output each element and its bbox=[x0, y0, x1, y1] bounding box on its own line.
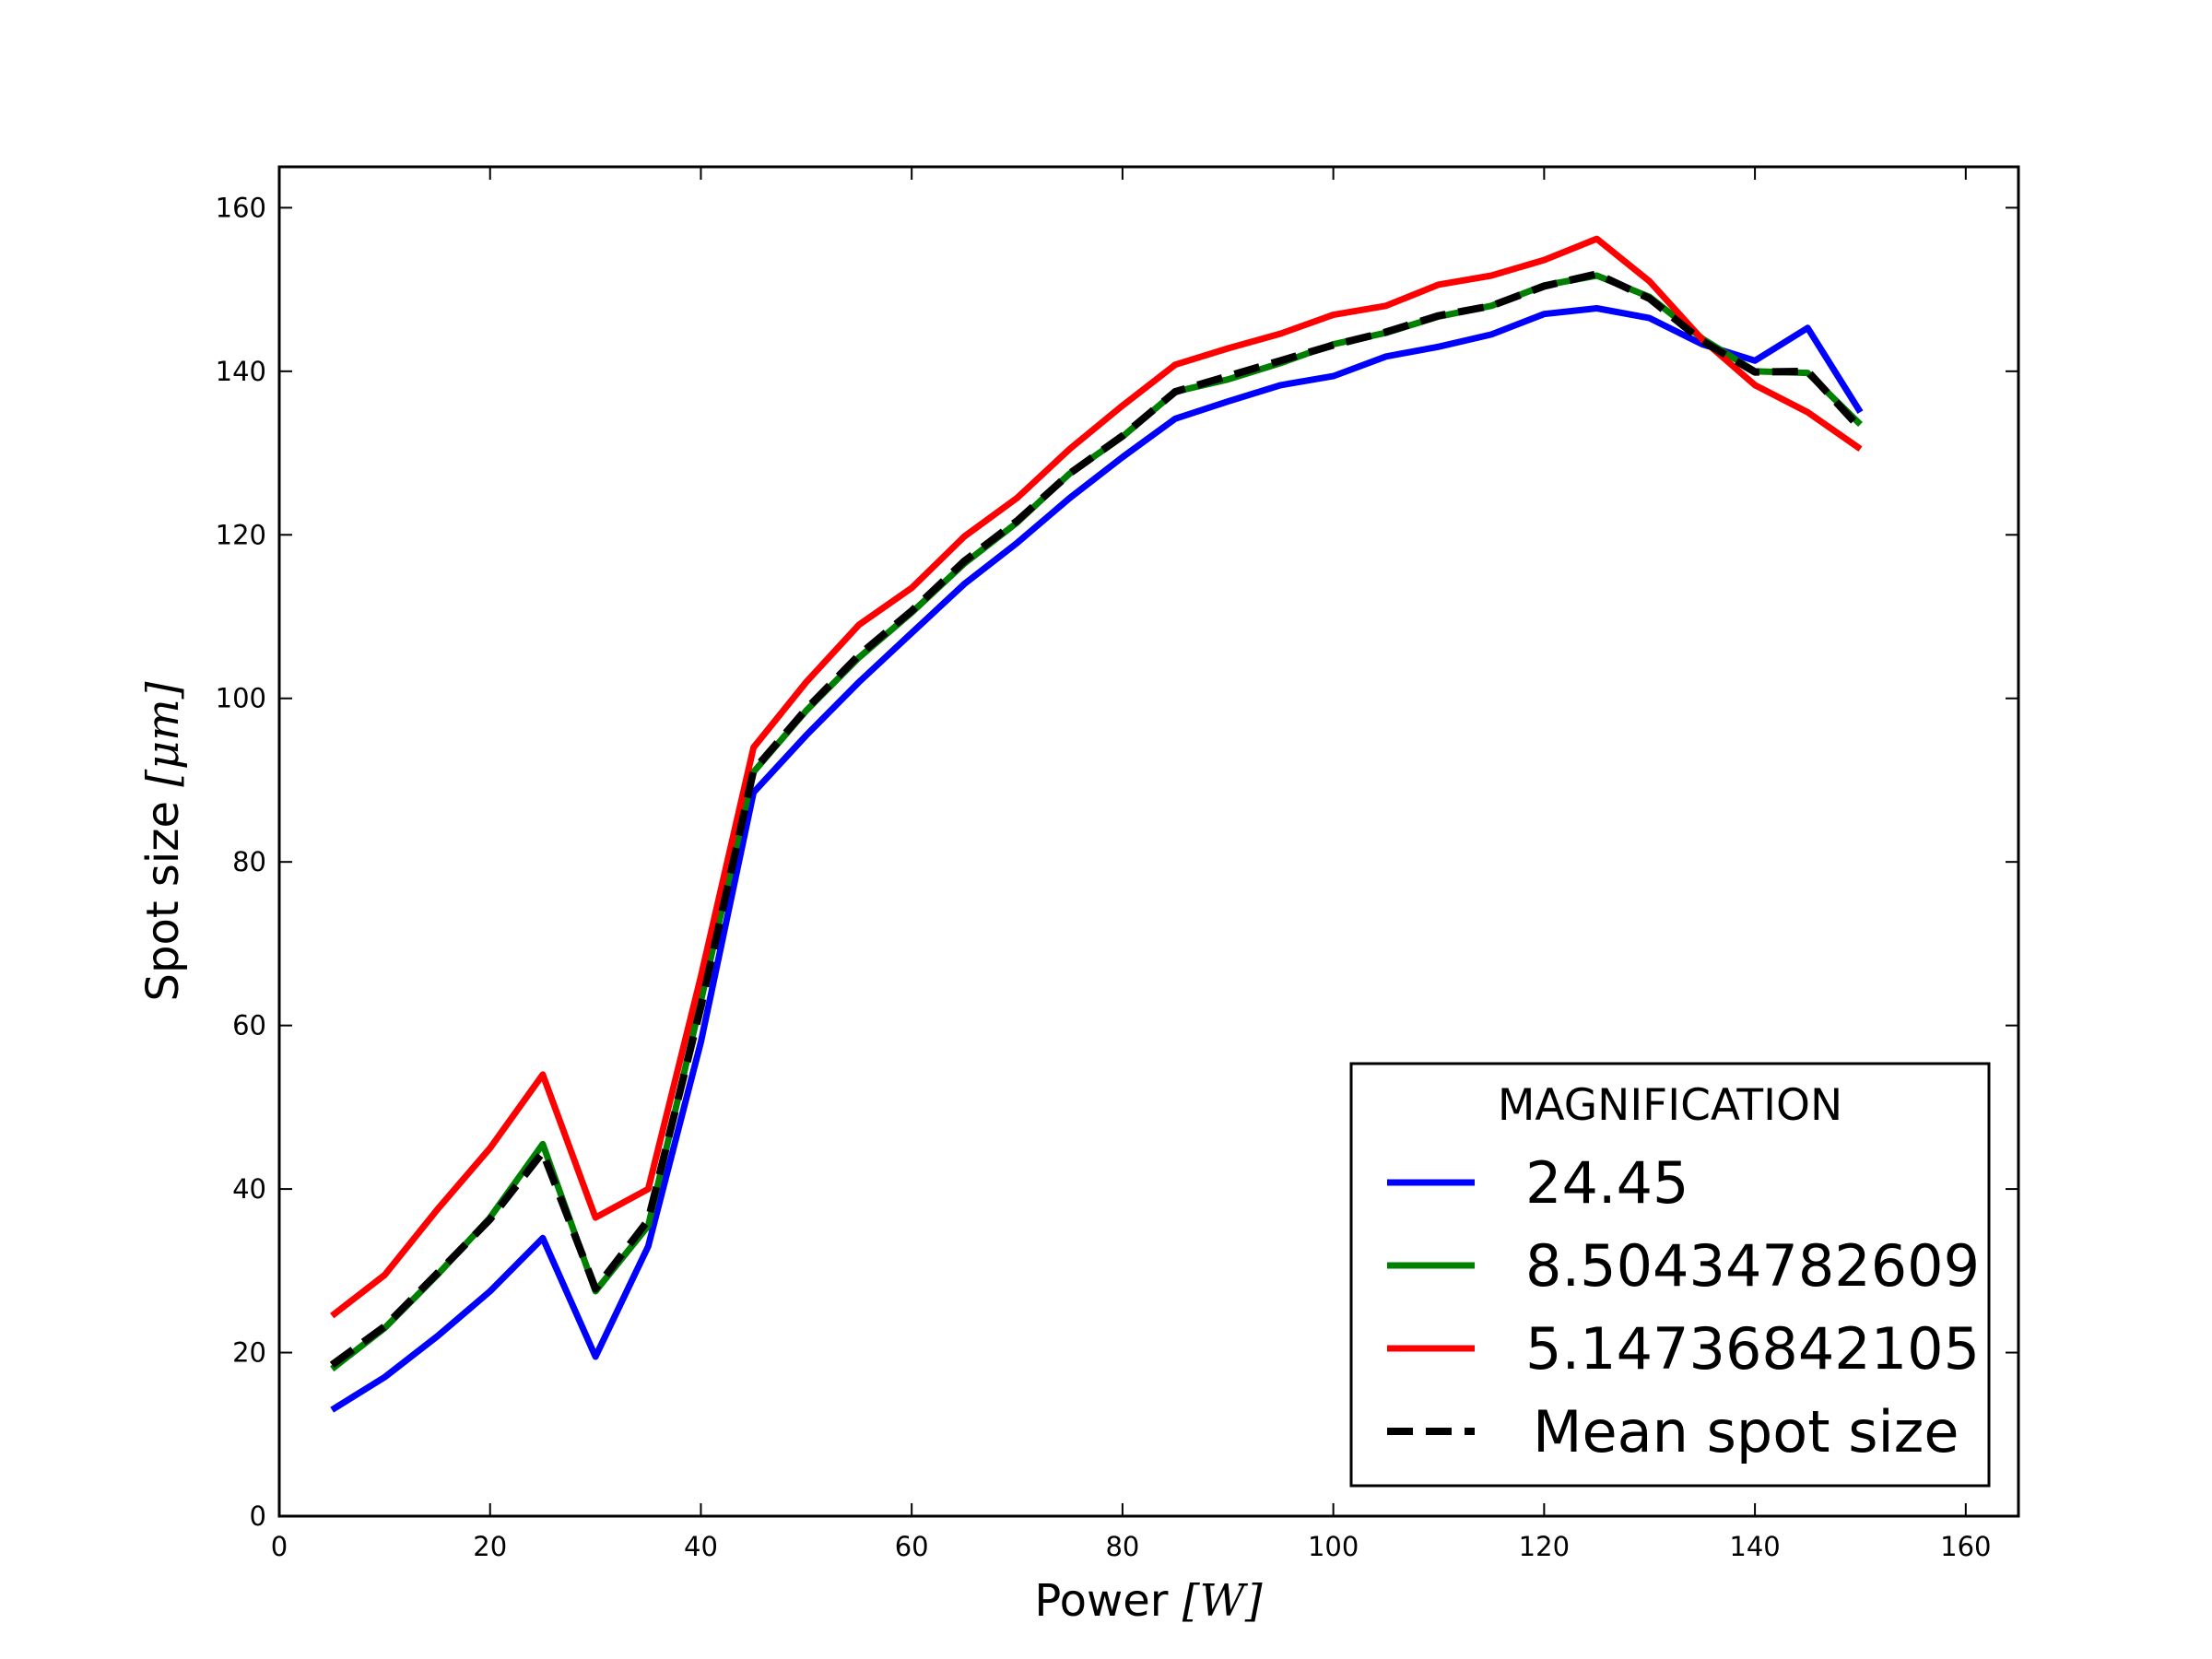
plot-area-frame bbox=[277, 165, 2020, 1518]
series-layer bbox=[329, 235, 1864, 1413]
legend-label-2: 5.14736842105 bbox=[1525, 1315, 1980, 1382]
axis-ticks: 0 20 40 60 80 100 120 140 160 0 20 40 60 80 100 120 140 1… bbox=[216, 167, 2018, 1562]
y-tick-label-7: 140 bbox=[216, 356, 266, 387]
x-axis-unit: W bbox=[1200, 1575, 1249, 1627]
y-axis-label-text: Spot size bbox=[137, 801, 189, 1001]
x-tick-label-8: 160 bbox=[1940, 1531, 1991, 1562]
series-line-1 bbox=[330, 272, 1863, 1372]
legend-entries: 24.45 8.50434782609 5.14736842105 Mean spot… bbox=[1387, 1149, 1980, 1465]
y-tick-label-1: 20 bbox=[232, 1337, 266, 1369]
x-tick-label-0: 0 bbox=[271, 1531, 288, 1562]
x-tick-label-3: 60 bbox=[895, 1531, 929, 1562]
series-line-2 bbox=[330, 235, 1863, 1319]
x-tick-label-5: 100 bbox=[1308, 1531, 1359, 1562]
x-tick-label-1: 20 bbox=[473, 1531, 507, 1562]
series-line-0 bbox=[330, 305, 1864, 1413]
x-tick-label-2: 40 bbox=[684, 1531, 718, 1562]
x-tick-label-6: 120 bbox=[1519, 1531, 1570, 1562]
y-tick-label-4: 80 bbox=[232, 846, 266, 877]
y-axis-unit: μm bbox=[137, 699, 189, 770]
y-tick-label-0: 0 bbox=[250, 1500, 266, 1532]
legend-title: MAGNIFICATION bbox=[1498, 1080, 1842, 1131]
legend: MAGNIFICATION 24.45 8.50434782609 5.147368… bbox=[1349, 1062, 1991, 1488]
x-axis-label-text: Power bbox=[1034, 1575, 1168, 1627]
y-tick-label-2: 40 bbox=[232, 1173, 266, 1205]
y-tick-label-5: 100 bbox=[216, 683, 266, 714]
legend-box bbox=[1349, 1062, 1991, 1488]
legend-label-1: 8.50434782609 bbox=[1525, 1232, 1980, 1300]
x-tick-label-7: 140 bbox=[1729, 1531, 1780, 1562]
legend-label-3: Mean spot size bbox=[1533, 1398, 1959, 1465]
x-axis-label: Power [W] bbox=[1034, 1575, 1262, 1627]
y-tick-label-6: 120 bbox=[216, 519, 266, 550]
y-tick-label-8: 160 bbox=[216, 192, 266, 223]
y-axis-label: Spot size [μm] bbox=[137, 681, 189, 1001]
y-tick-label-3: 60 bbox=[232, 1010, 266, 1041]
legend-label-0: 24.45 bbox=[1525, 1149, 1689, 1217]
x-tick-label-4: 80 bbox=[1105, 1531, 1139, 1562]
